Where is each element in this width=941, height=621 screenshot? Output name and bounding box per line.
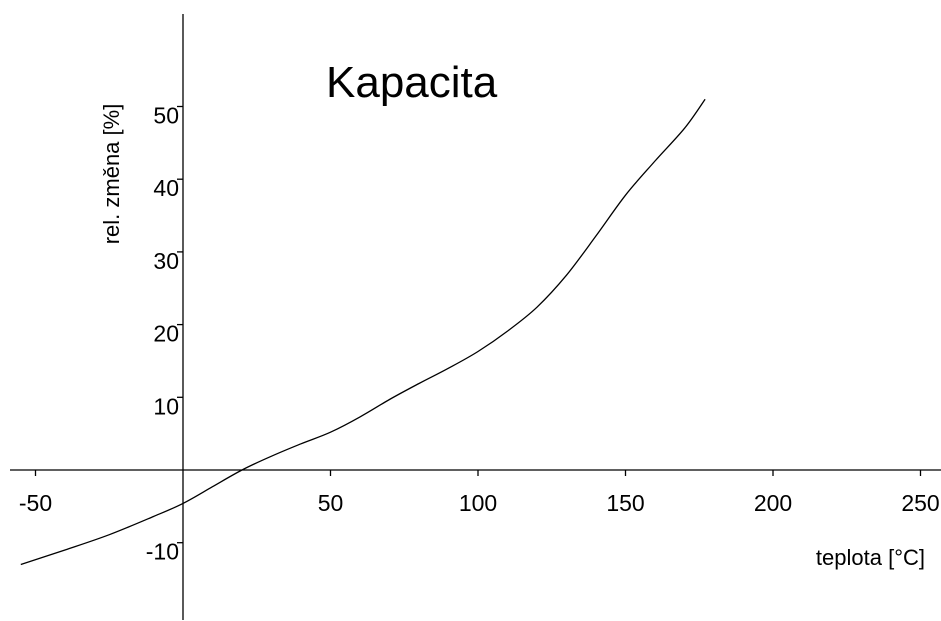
ticks	[34, 105, 922, 544]
y-tick-label: -10	[146, 539, 179, 565]
y-tick-label: 30	[153, 248, 179, 274]
x-tick-label: 100	[459, 490, 497, 516]
x-tick-label: -50	[19, 490, 52, 516]
y-axis-label: rel. změna [%]	[99, 104, 124, 245]
y-tick-label: 10	[153, 393, 179, 419]
y-tick-label: 50	[153, 103, 179, 129]
y-tick-label: 40	[153, 175, 179, 201]
x-tick-label: 50	[318, 490, 344, 516]
x-tick-label: 200	[754, 490, 792, 516]
y-tick-label: 20	[153, 321, 179, 347]
series-line	[20, 98, 706, 566]
x-axis-label: teplota [°C]	[816, 545, 925, 570]
x-tick-label: 150	[606, 490, 644, 516]
tick-labels: -50 50 100 150 200 250 -10 10 20 30 40 50	[19, 103, 940, 565]
axes	[10, 14, 941, 620]
x-tick-label: 250	[901, 490, 939, 516]
chart-title: Kapacita	[326, 58, 498, 107]
